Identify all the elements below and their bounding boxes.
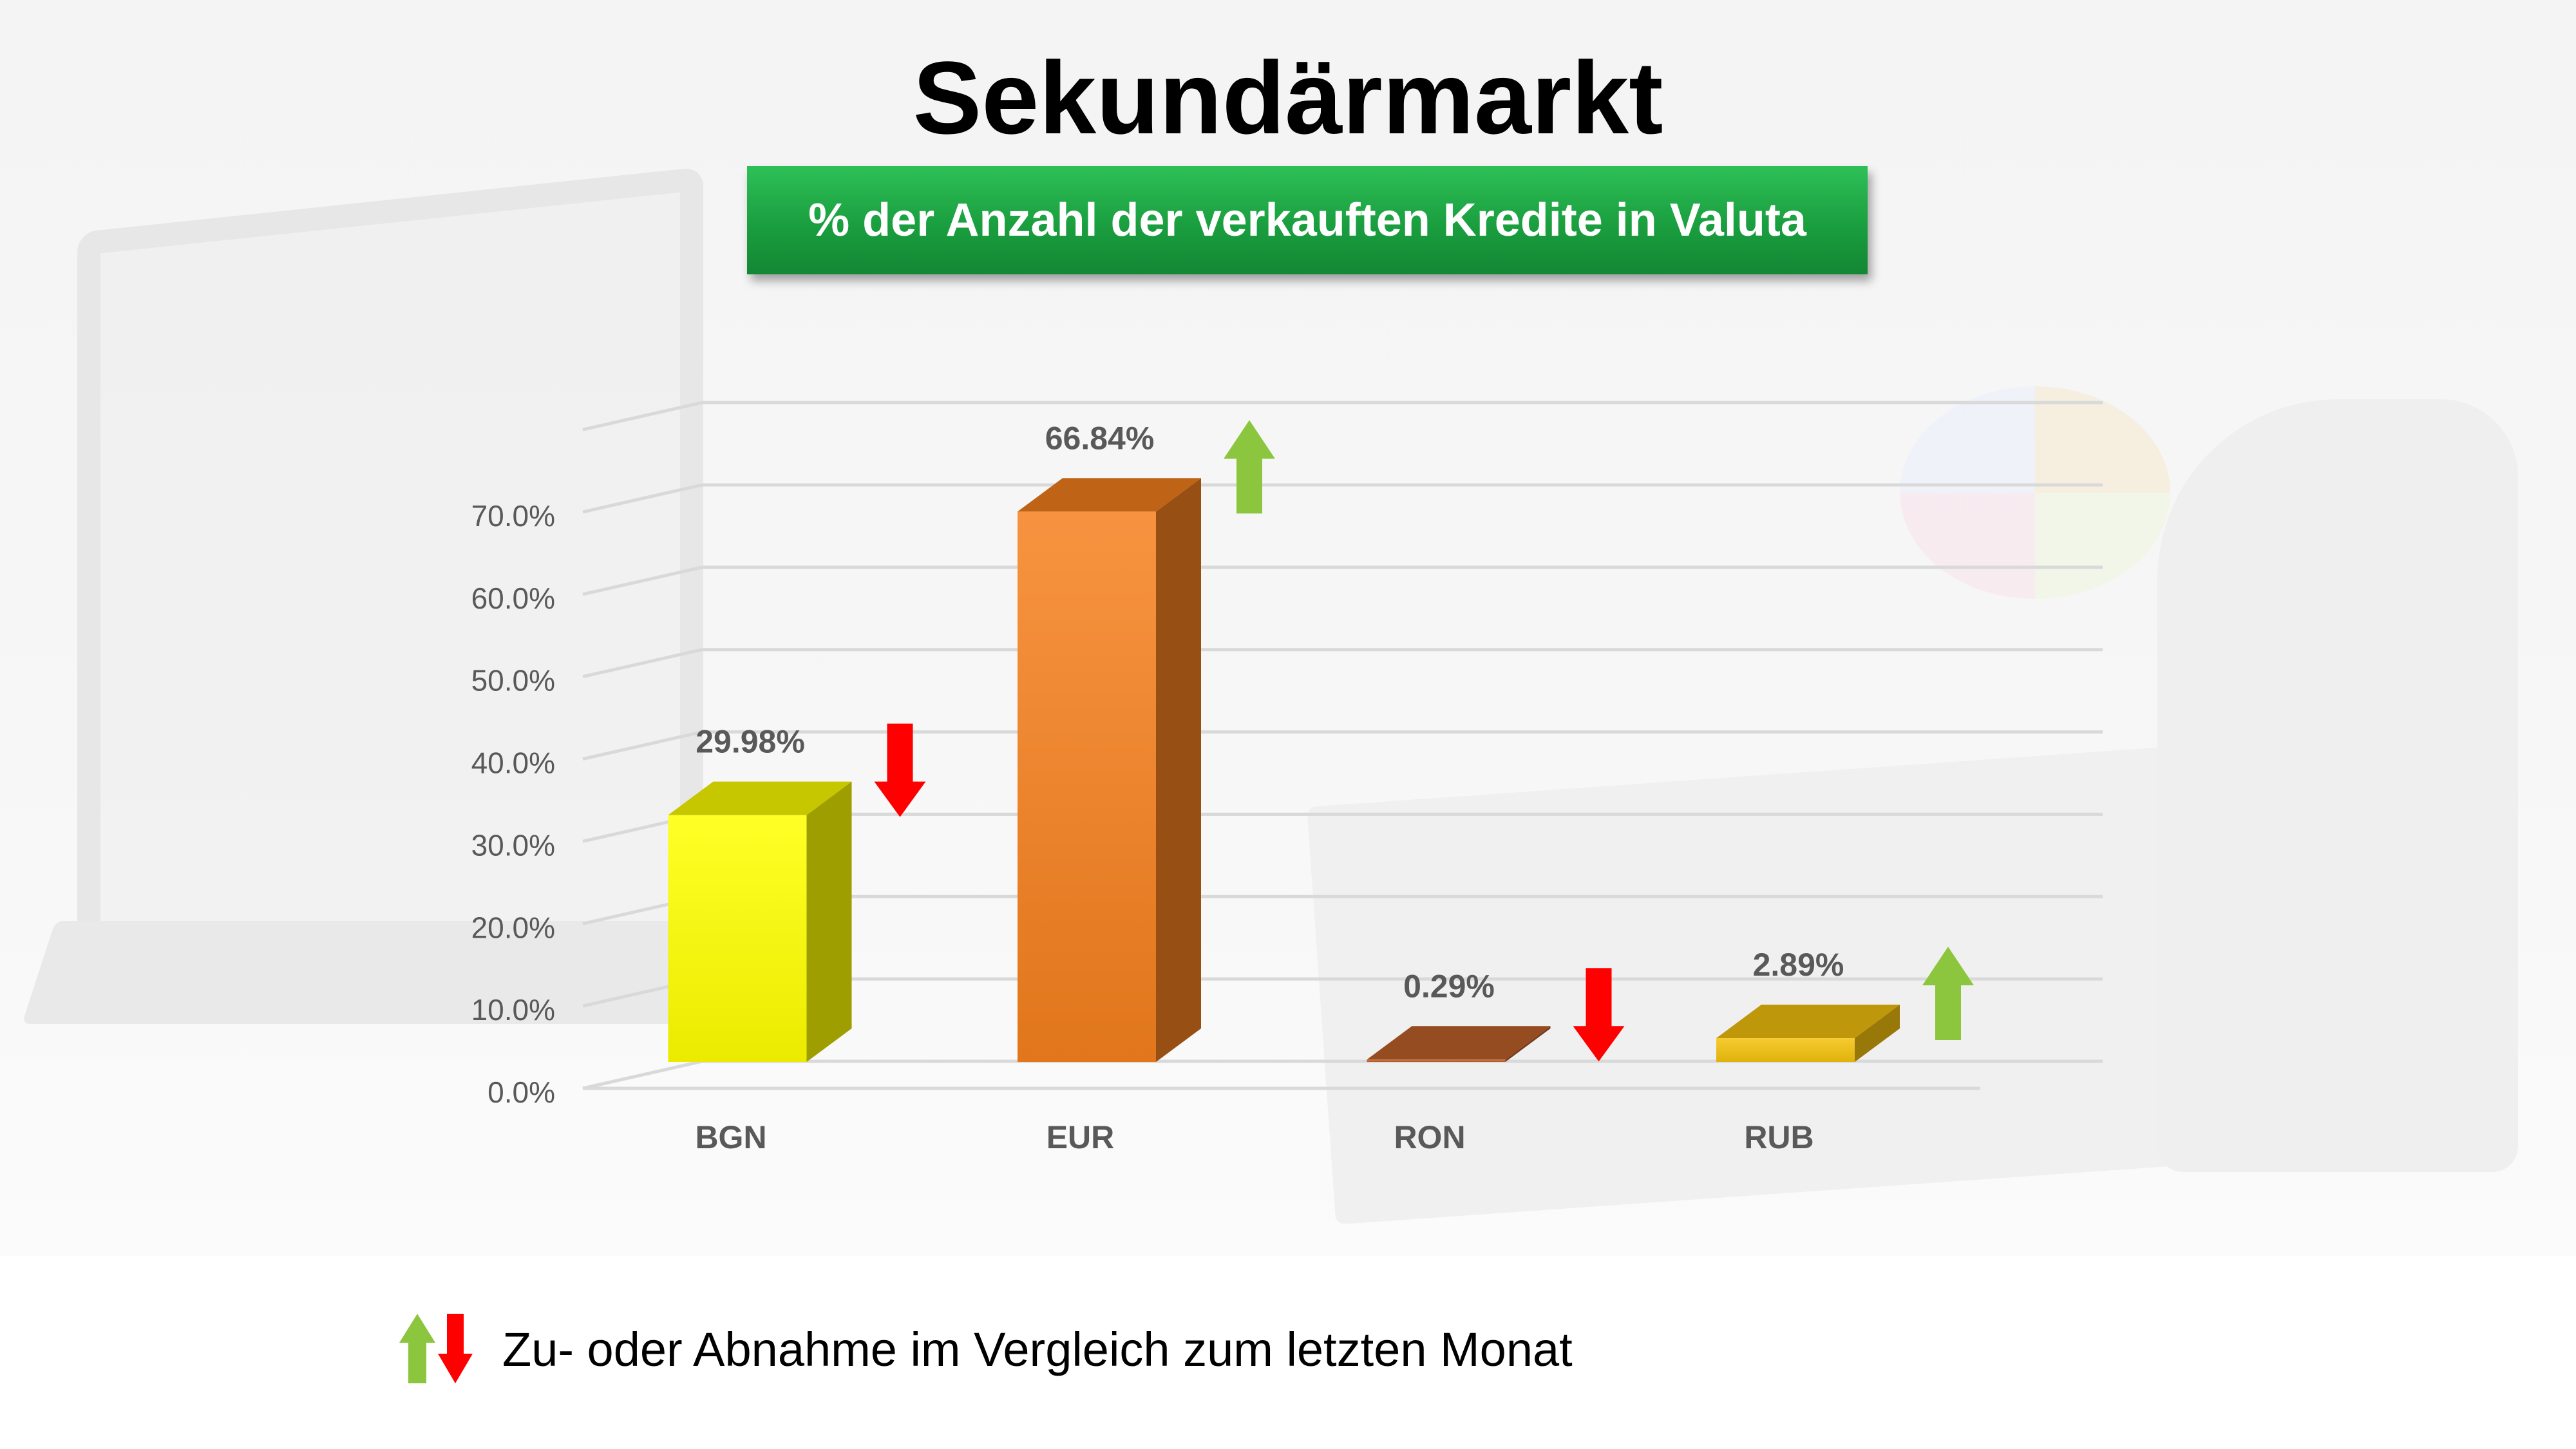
gridline-side (582, 1059, 703, 1090)
subtitle-banner: % der Anzahl der verkauften Kredite in V… (747, 166, 1868, 274)
gridline-side (582, 648, 703, 679)
data-label-eur: 66.84% (1045, 420, 1155, 456)
subtitle-text: % der Anzahl der verkauften Kredite in V… (808, 194, 1806, 246)
y-tick-label: 20.0% (471, 911, 555, 944)
x-tick-label-ron: RON (1394, 1119, 1465, 1155)
gridline-side (582, 565, 703, 596)
y-tick-label: 40.0% (471, 746, 555, 780)
gridline-side (582, 730, 703, 761)
data-label-bgn: 29.98% (696, 724, 805, 760)
trend-up-arrow-icon (1922, 947, 1974, 1041)
bar-side-ron (1505, 1026, 1551, 1062)
y-tick-label: 70.0% (471, 499, 555, 533)
bar-side-rub (1855, 1005, 1900, 1062)
y-tick-label: 0.0% (488, 1075, 555, 1109)
gridline-side (582, 483, 703, 514)
data-label-ron: 0.29% (1403, 968, 1495, 1004)
x-tick-label-rub: RUB (1744, 1119, 1814, 1155)
trend-up-arrow-icon (1224, 420, 1275, 514)
arrow-up-icon (399, 1314, 435, 1383)
trend-down-arrow-icon (1573, 968, 1625, 1062)
data-label-rub: 2.89% (1753, 947, 1844, 983)
bar-rub (1716, 1038, 1855, 1062)
bar-ron (1367, 1059, 1506, 1062)
page-title: Sekundärmarkt (913, 40, 1663, 155)
y-tick-label: 60.0% (471, 582, 555, 615)
background-hand (2157, 399, 2518, 1172)
legend-arrows (399, 1314, 473, 1383)
bar-top-rub (1716, 1005, 1900, 1039)
bar-top-bgn (668, 781, 852, 815)
bar-side-bgn (806, 781, 852, 1062)
bar-top-ron (1367, 1026, 1551, 1060)
bar-eur (1018, 511, 1156, 1062)
x-tick-label-bgn: BGN (695, 1119, 766, 1155)
x-tick-label-eur: EUR (1046, 1119, 1115, 1155)
arrow-down-icon (438, 1314, 473, 1383)
gridline-side (582, 401, 703, 431)
y-tick-label: 50.0% (471, 664, 555, 697)
bar-top-eur (1018, 478, 1201, 512)
background-pie-chart (1900, 386, 2170, 599)
bar-side-eur (1156, 478, 1201, 1062)
trend-down-arrow-icon (874, 723, 926, 817)
legend: Zu- oder Abnahme im Vergleich zum letzte… (399, 1314, 1573, 1385)
bar-bgn (668, 815, 807, 1062)
y-tick-label: 30.0% (471, 828, 555, 862)
legend-text: Zu- oder Abnahme im Vergleich zum letzte… (502, 1322, 1573, 1376)
y-tick-label: 10.0% (471, 993, 555, 1027)
